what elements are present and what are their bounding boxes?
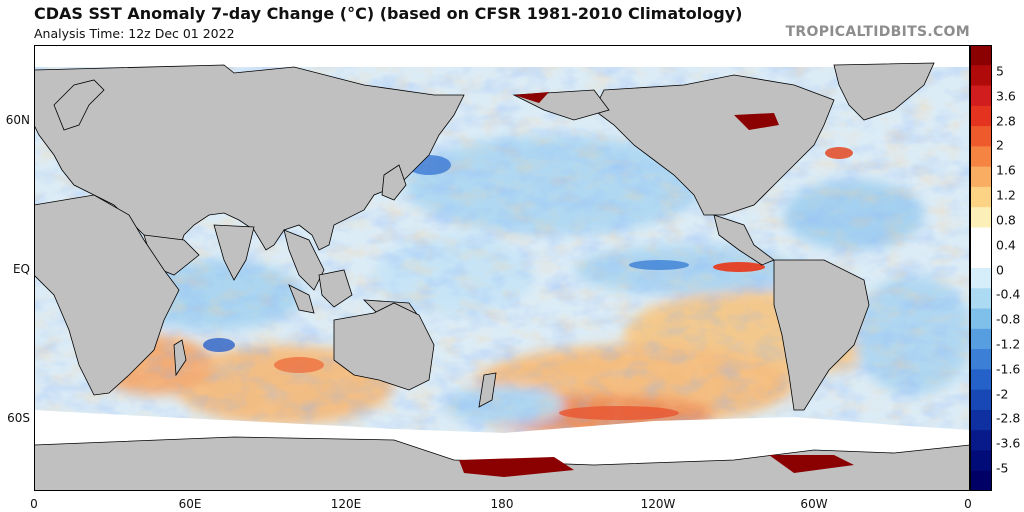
sst-anomaly-map (34, 45, 970, 491)
greenland (833, 62, 935, 121)
colorbar-swatch (970, 45, 992, 66)
colorbar-swatch (970, 369, 992, 391)
colorbar-swatch (970, 308, 992, 330)
australia (333, 302, 435, 391)
colorbar-label: -1.6 (996, 361, 1021, 377)
colorbar-swatch (970, 450, 992, 472)
colorbar-swatch (970, 126, 992, 147)
colorbar-swatch (970, 65, 992, 87)
madagascar (173, 339, 187, 377)
new-zealand (478, 372, 497, 408)
colorbar-swatch (970, 268, 992, 289)
site-credit: TROPICALTIDBITS.COM (785, 24, 970, 40)
colorbar-swatch (970, 186, 992, 208)
colorbar-label: -0.8 (996, 311, 1021, 327)
colorbar-label: 2.8 (996, 113, 1016, 129)
colorbar-swatch (970, 207, 992, 228)
sumatra (288, 284, 315, 314)
japan (381, 164, 407, 201)
lon-label-120e: 120E (330, 497, 362, 511)
colorbar-label: 2 (996, 137, 1004, 153)
colorbar-swatch (970, 288, 992, 310)
map-title: CDAS SST Anomaly 7-day Change (°C) (base… (34, 4, 743, 23)
colorbar-label: -1.2 (996, 336, 1021, 352)
central-america (713, 214, 775, 266)
colorbar-label: 3.6 (996, 88, 1016, 104)
colorbar-swatch (970, 247, 992, 269)
colorbar-swatch (970, 85, 992, 107)
colorbar-label: -2.8 (996, 410, 1021, 426)
colorbar-label: 1.6 (996, 162, 1016, 178)
lon-label-0-right: 0 (964, 497, 972, 511)
colorbar-swatch (970, 146, 992, 168)
analysis-time: Analysis Time: 12z Dec 01 2022 (34, 26, 235, 41)
colorbar-label: 1.2 (996, 187, 1016, 203)
colorbar-label: -3.6 (996, 435, 1021, 451)
colorbar-swatch (970, 409, 992, 431)
colorbar-label: 0.4 (996, 237, 1016, 253)
africa (34, 194, 180, 396)
lon-label-60e: 60E (178, 497, 202, 511)
colorbar-swatch (970, 227, 992, 249)
se-asia (283, 229, 325, 291)
lat-label-60s: 60S (7, 411, 30, 425)
colorbar-label: -2 (996, 386, 1009, 402)
colorbar (970, 45, 992, 491)
south-america (773, 259, 870, 411)
colorbar-swatch (970, 105, 992, 127)
colorbar-swatch (970, 166, 992, 188)
lon-label-60w: 60W (800, 497, 828, 511)
colorbar-swatch (970, 470, 992, 491)
strong-anomalies (203, 147, 853, 420)
north-america (593, 74, 835, 216)
colorbar-label: 0.8 (996, 212, 1016, 228)
colorbar-swatch (970, 328, 992, 350)
eurasia (34, 64, 465, 261)
colorbar-swatch (970, 389, 992, 411)
lat-label-60n: 60N (5, 113, 30, 127)
colorbar-label: 5 (996, 63, 1004, 79)
colorbar-swatch (970, 349, 992, 370)
polar-warm-anomalies (459, 92, 854, 477)
colorbar-label: -0.4 (996, 286, 1021, 302)
borneo (318, 269, 353, 308)
lon-label-120w: 120W (640, 497, 676, 511)
land (34, 62, 970, 491)
lon-label-0: 0 (30, 497, 38, 511)
colorbar-label: 0 (996, 262, 1004, 277)
colorbar-swatch (970, 430, 992, 451)
scandinavia (53, 79, 105, 131)
lon-label-180: 180 (490, 497, 514, 511)
india (213, 224, 255, 281)
colorbar-label: -5 (996, 460, 1009, 476)
lat-label-eq: EQ (12, 262, 30, 276)
